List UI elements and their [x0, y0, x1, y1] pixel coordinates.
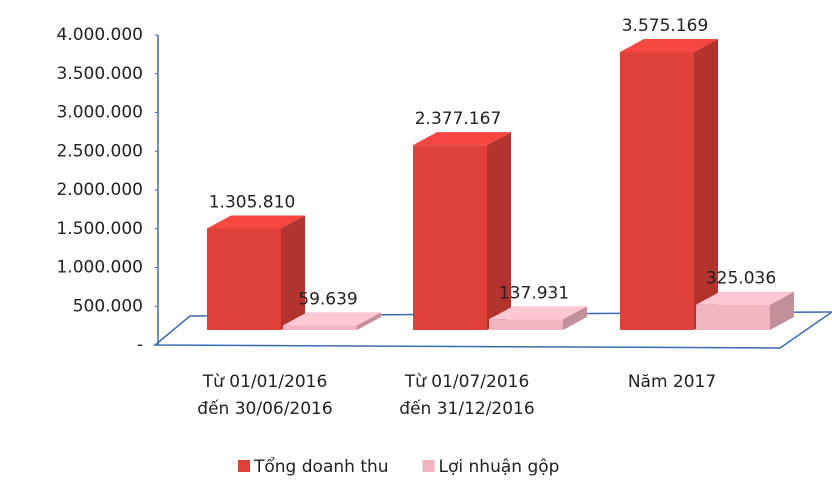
bar-side — [281, 215, 305, 330]
value-label: 137.931 — [499, 283, 569, 303]
bar-side — [357, 312, 381, 330]
x-tick-label: Từ 01/07/2016 đến 31/12/2016 — [399, 372, 534, 419]
bar — [207, 215, 305, 330]
bar-top — [696, 291, 794, 305]
y-tick-label: 2.500.000 — [56, 141, 143, 161]
bar — [489, 306, 587, 330]
bar-side — [694, 39, 718, 330]
y-tick-label: - — [137, 335, 143, 355]
value-label: 1.305.810 — [209, 192, 296, 212]
bar-front — [489, 319, 563, 330]
bar-front — [413, 145, 487, 330]
x-tick-line: đến 31/12/2016 — [399, 398, 534, 419]
bar-side — [563, 306, 587, 330]
y-tick-label: 1.000.000 — [56, 258, 143, 278]
x-tick-line: Từ 01/07/2016 — [404, 372, 530, 392]
value-label: 2.377.167 — [415, 109, 502, 129]
y-tick-label: 2.000.000 — [56, 180, 143, 200]
y-tick-label: 3.500.000 — [56, 64, 143, 84]
legend-swatch — [422, 460, 435, 472]
bar-front — [283, 325, 357, 330]
bar — [283, 312, 381, 330]
bar-front — [696, 304, 770, 330]
value-label: 59.639 — [298, 289, 357, 309]
x-tick-line: Năm 2017 — [628, 372, 716, 392]
x-tick-label: Từ 01/01/2016 đến 30/06/2016 — [197, 372, 332, 419]
x-tick-line: đến 30/06/2016 — [197, 398, 332, 419]
bar-top — [620, 39, 718, 53]
bar-side — [770, 291, 794, 330]
legend-label: Tổng doanh thu — [253, 456, 389, 477]
value-label: 3.575.169 — [622, 16, 709, 36]
bar-top — [207, 215, 305, 229]
y-tick-label: 3.000.000 — [56, 103, 143, 123]
legend-label: Lợi nhuận gộp — [439, 457, 560, 477]
bar — [620, 39, 718, 330]
bar-top — [413, 132, 511, 146]
bar-front — [620, 52, 694, 330]
value-label: 325.036 — [706, 269, 776, 289]
x-tick-label: Năm 2017 — [628, 372, 716, 392]
bar-top — [283, 312, 381, 326]
y-tick-label: 500.000 — [73, 296, 143, 316]
bar — [413, 132, 511, 330]
bar-side — [487, 132, 511, 330]
bar — [696, 291, 794, 330]
legend-swatch — [238, 460, 250, 472]
x-tick-line: Từ 01/01/2016 — [202, 372, 328, 392]
bar-top — [489, 306, 587, 320]
bar-front — [207, 228, 281, 330]
y-tick-label: 4.000.000 — [56, 25, 143, 45]
y-tick-label: 1.500.000 — [56, 219, 143, 239]
